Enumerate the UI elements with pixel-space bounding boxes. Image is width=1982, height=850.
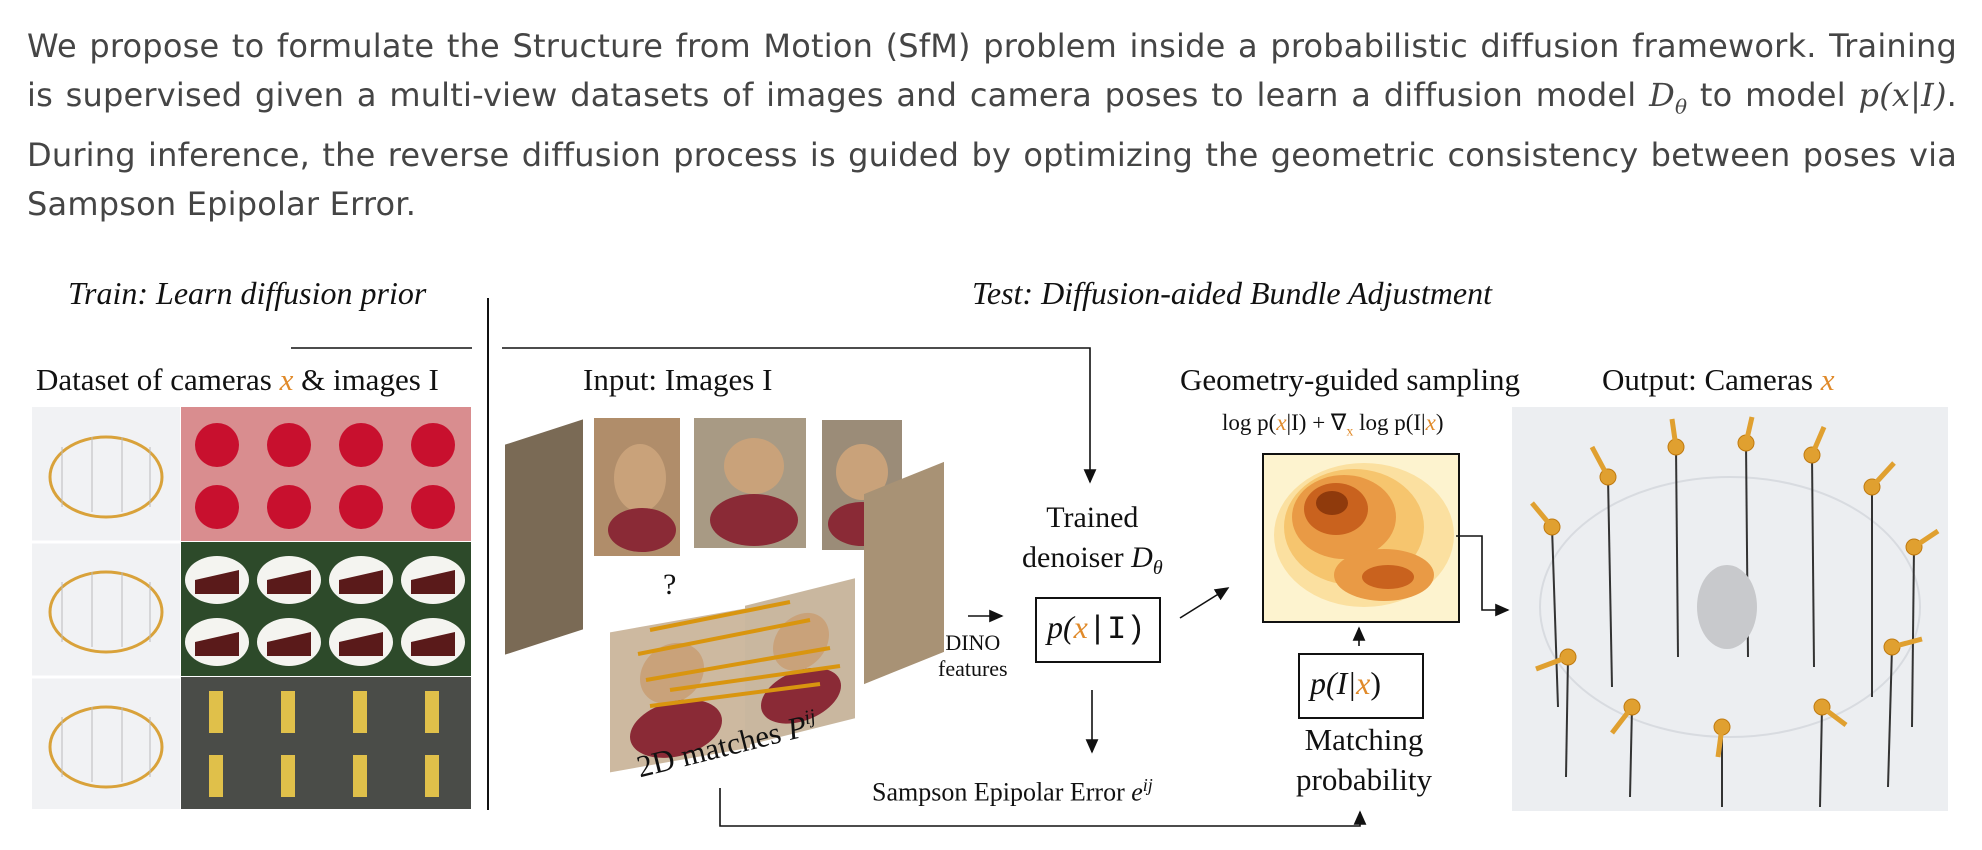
- intro-math-theta: θ: [1674, 94, 1688, 119]
- geometry-sampling-label: Geometry-guided sampling: [1180, 362, 1521, 397]
- dino-label: DINO features: [938, 630, 1008, 681]
- dataset-label: Dataset of cameras x & images I: [36, 362, 439, 397]
- sampson-label: Sampson Epipolar Error eij: [872, 775, 1153, 807]
- dataset-hydrants: [181, 677, 471, 809]
- question-mark: ?: [663, 568, 677, 601]
- denoiser-label: Trained denoiser Dθ: [1022, 501, 1163, 579]
- dataset-cake: [181, 542, 471, 676]
- input-label: Input: Images I: [583, 362, 773, 397]
- section-divider: [487, 298, 489, 810]
- prior-box: p(x|I): [1035, 597, 1161, 663]
- dataset-apples: [181, 407, 471, 541]
- intro-math-D: D: [1649, 76, 1675, 114]
- input-image-3: [694, 418, 806, 548]
- match-arrows: [637, 600, 841, 708]
- intro-text-1: We propose to formulate the Structure fr…: [27, 27, 1957, 114]
- likelihood-box: p(I|x): [1298, 653, 1424, 719]
- intro-paragraph: We propose to formulate the Structure fr…: [27, 22, 1957, 229]
- density-heatmap: [1262, 453, 1460, 623]
- output-cameras-render: [1512, 407, 1948, 811]
- output-label: Output: Cameras x: [1602, 362, 1835, 397]
- dataset-camera-rigs: [32, 407, 180, 809]
- train-title: Train: Learn diffusion prior: [68, 275, 427, 311]
- test-title: Test: Diffusion-aided Bundle Adjustment: [972, 275, 1492, 311]
- input-image-2: [594, 418, 680, 556]
- geometry-formula: log p(x|I) + ∇x log p(I|x): [1222, 410, 1444, 440]
- intro-math-pxI: p(x|I): [1858, 76, 1947, 114]
- intro-text-3: . During inference, the reverse diffusio…: [27, 76, 1958, 224]
- intro-text-2: to model: [1687, 76, 1859, 114]
- matching-label: Matching probability: [1296, 722, 1433, 797]
